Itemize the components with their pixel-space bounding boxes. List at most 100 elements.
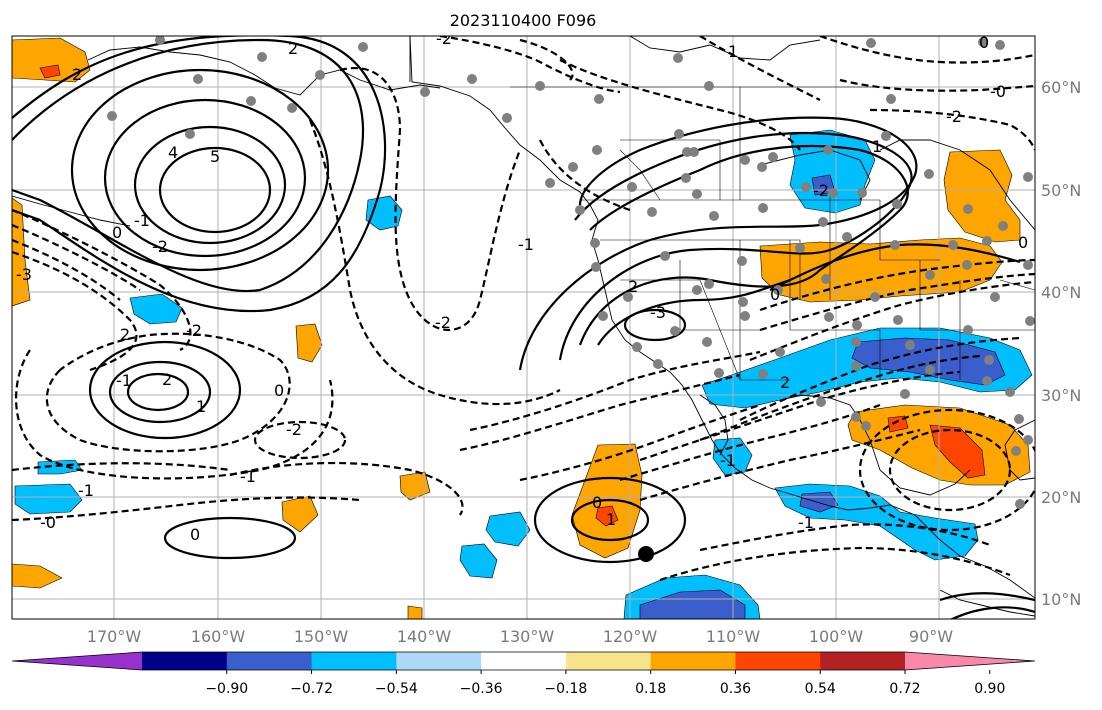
contour-label: 0: [770, 285, 780, 304]
lat-label: 20°N: [1041, 488, 1081, 507]
contour-label: 1: [728, 42, 738, 61]
lon-label: 160°W: [191, 627, 246, 646]
contour-label: -3: [650, 303, 666, 322]
marked-point: [638, 546, 654, 562]
colorbar-swatch: [396, 652, 482, 670]
contour-label: 5: [210, 147, 220, 166]
contour-label: 1: [606, 510, 616, 529]
colorbar-swatch: [311, 652, 397, 670]
contour-label: -1: [134, 211, 150, 230]
colorbar-extend-low: [12, 652, 142, 670]
contour-label: -1: [720, 451, 736, 470]
colorbar-tick-label: 0.18: [635, 681, 666, 697]
contour-label: -1: [798, 513, 814, 532]
colorbar-tick-label: 0.90: [974, 681, 1005, 697]
lon-label: 130°W: [500, 627, 555, 646]
contour-label: 2: [628, 277, 638, 296]
contours: [12, 36, 1035, 619]
positive-shade: [12, 197, 31, 307]
contour-label: -2: [186, 321, 202, 340]
lon-label: 90°W: [909, 627, 953, 646]
colorbar-swatch: [650, 652, 736, 670]
contour-label: -1: [78, 481, 94, 500]
colorbar-outline: [11, 651, 1036, 671]
positive-shade: [887, 415, 909, 433]
lon-label: 110°W: [706, 627, 761, 646]
contour-label: -1: [518, 235, 534, 254]
contour-label: 2: [780, 373, 790, 392]
colorbar-tick-label: −0.18: [544, 681, 587, 697]
lon-label: 100°W: [809, 627, 864, 646]
contour-label: 1: [872, 137, 882, 156]
contour-label: 2: [120, 325, 130, 344]
contour-label: -2: [286, 420, 302, 439]
contour-label: -1: [116, 371, 132, 390]
lon-label: 140°W: [397, 627, 452, 646]
colorbar-tick-label: −0.90: [205, 681, 248, 697]
colorbar-tick-label: −0.54: [375, 681, 418, 697]
negative-shade: [459, 543, 498, 579]
figure-title: 2023110400 F096: [450, 11, 597, 30]
contour-label: -0: [40, 513, 56, 532]
lon-label: 150°W: [294, 627, 349, 646]
contour-label: 2: [288, 39, 298, 58]
colorbar-tick-label: 0.36: [720, 681, 751, 697]
lat-label: 60°N: [1041, 78, 1081, 97]
contour-label: -2: [435, 313, 451, 332]
colorbar-swatch: [820, 652, 906, 670]
colorbar-swatch: [481, 652, 567, 670]
longitude-labels: 170°W 160°W 150°W 140°W 130°W 120°W 110°…: [87, 627, 953, 646]
positive-shade: [39, 64, 61, 79]
contour-label: 2: [162, 370, 172, 389]
political-borders: [510, 86, 1035, 381]
lon-label: 170°W: [87, 627, 142, 646]
colorbar-swatch: [735, 652, 821, 670]
negative-shade: [129, 293, 183, 325]
negative-shade: [37, 459, 83, 475]
contour-labels: 2 2 -2 1 0 -0 -2 4 5 -1 0 -2 -1 1 -3 2 0…: [16, 29, 1028, 544]
colorbar-tick-label: −0.36: [460, 681, 503, 697]
contour-label: 4: [168, 143, 178, 162]
colorbar-tick-label: 0.72: [889, 681, 920, 697]
contour-label: 1: [196, 397, 206, 416]
positive-shade: [12, 37, 91, 83]
contour-label: -0: [990, 82, 1006, 101]
contour-label: 2: [72, 65, 82, 84]
map-area: 2 2 -2 1 0 -0 -2 4 5 -1 0 -2 -1 1 -3 2 0…: [12, 29, 1035, 619]
contour-label: -2: [946, 107, 962, 126]
positive-shade: [12, 563, 63, 589]
colorbar-swatch: [226, 652, 313, 670]
map-frame: [11, 35, 1036, 620]
contour-label: -2: [813, 181, 829, 200]
negative-shade: [14, 483, 83, 515]
contour-label: -1: [240, 467, 256, 486]
lat-label: 30°N: [1041, 386, 1081, 405]
positive-shade: [595, 505, 619, 527]
colorbar-extend-high: [905, 652, 1035, 670]
colorbar-swatch: [565, 652, 652, 670]
station-markers: [107, 36, 1035, 509]
positive-shade: [407, 605, 423, 619]
contour-label: -2: [436, 29, 452, 48]
positive-shade: [929, 424, 986, 479]
contour-label: 0: [274, 381, 284, 400]
lat-label: 40°N: [1041, 283, 1081, 302]
latitude-labels: 60°N 50°N 40°N 30°N 20°N 10°N: [1041, 78, 1081, 609]
colorbar-tick-label: 0.54: [805, 681, 836, 697]
negative-shade: [639, 589, 746, 619]
colorbar-swatch: [142, 652, 228, 670]
positive-shade: [295, 323, 323, 363]
contour-label: 0: [190, 525, 200, 544]
contour-label: 0: [1018, 233, 1028, 252]
lat-label: 50°N: [1041, 181, 1081, 200]
contour-label: 0: [112, 223, 122, 242]
contour-label: -2: [152, 237, 168, 256]
positive-shade: [943, 149, 1021, 243]
contour-label: -3: [16, 265, 32, 284]
lat-label: 10°N: [1041, 590, 1081, 609]
colorbar-tick-label: −0.72: [290, 681, 333, 697]
lon-label: 120°W: [603, 627, 658, 646]
colorbar: −0.90 −0.72 −0.54 −0.36 −0.18 0.18 0.36 0.54 0.7…: [11, 651, 1036, 697]
negative-shade: [485, 511, 531, 547]
